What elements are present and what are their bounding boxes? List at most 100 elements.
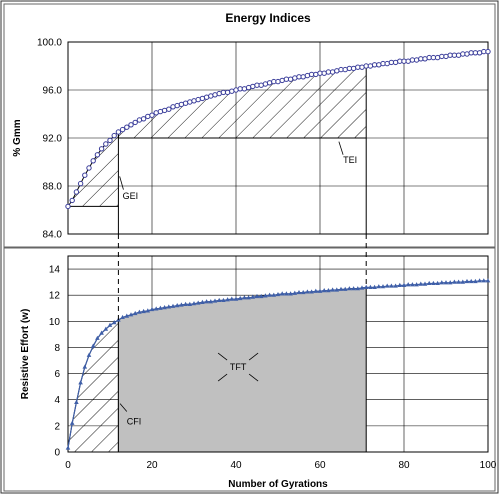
bottom-data-point — [162, 305, 167, 310]
tft-label: TFT — [230, 362, 247, 372]
bottom-data-point — [158, 305, 163, 310]
bottom-data-point — [326, 288, 331, 293]
bottom-data-point — [183, 301, 188, 306]
bottom-data-point — [258, 293, 264, 299]
top-data-point — [69, 197, 75, 204]
x-tick-label: 0 — [65, 460, 71, 471]
cfi-label: CFI — [127, 417, 142, 427]
bottom-data-point — [460, 279, 466, 284]
tft-arrow — [217, 373, 228, 382]
bottom-data-point — [456, 279, 461, 284]
top-y-tick-label: 88.0 — [43, 182, 63, 193]
bottom-data-point — [141, 308, 146, 314]
bottom-data-point — [376, 284, 382, 289]
top-y-tick-label: 96.0 — [43, 86, 63, 97]
bottom-data-point — [263, 293, 268, 298]
bottom-data-point — [296, 289, 302, 295]
bottom-data-point — [384, 283, 390, 288]
bottom-data-point — [464, 278, 470, 284]
gei-label: GEI — [123, 191, 139, 201]
bottom-data-point — [351, 286, 356, 291]
bottom-data-point — [216, 297, 222, 303]
bottom-data-point — [78, 380, 83, 385]
top-data-point — [65, 203, 71, 210]
bottom-data-point — [414, 282, 419, 287]
bottom-data-point — [132, 310, 138, 316]
bottom-y-tick-labels: 0 2 4 6 8 10 12 14 — [49, 265, 61, 459]
bottom-data-point — [317, 288, 323, 293]
cfi-leader — [119, 403, 128, 412]
bottom-data-point — [401, 282, 407, 287]
bottom-data-point — [170, 303, 176, 308]
bottom-data-point — [267, 292, 272, 297]
top-data-point — [73, 189, 80, 195]
bottom-data-point — [443, 280, 449, 285]
top-data-point — [103, 141, 109, 147]
bottom-data-point — [128, 312, 134, 317]
vertical-connector-lines — [117, 138, 367, 321]
bottom-data-point — [208, 299, 214, 304]
bottom-data-point — [124, 313, 130, 318]
x-tick-label: 60 — [314, 460, 326, 471]
bottom-data-point — [111, 320, 117, 325]
bottom-data-point — [300, 289, 306, 295]
bottom-data-point — [330, 287, 335, 292]
bottom-data-point — [191, 301, 197, 306]
bottom-data-point — [242, 295, 247, 300]
bottom-data-point — [221, 297, 226, 303]
bottom-data-point — [254, 293, 260, 299]
bottom-data-point — [447, 280, 453, 285]
bottom-y-tick-label: 4 — [54, 395, 60, 406]
bottom-data-point — [99, 330, 104, 335]
bottom-data-point — [305, 289, 310, 294]
bottom-annotations: CFI TFT — [119, 352, 259, 427]
bottom-data-point — [103, 326, 109, 331]
top-data-point — [149, 112, 155, 118]
bottom-y-tick-label: 10 — [49, 317, 61, 328]
x-axis-label: Number of Gyrations — [228, 479, 328, 490]
bottom-y-tick-label: 12 — [49, 291, 61, 302]
bottom-data-point — [410, 282, 415, 287]
bottom-data-point — [426, 280, 432, 286]
chart-title: Energy Indices — [225, 11, 311, 25]
top-data-point — [140, 116, 147, 122]
top-data-point — [115, 129, 122, 135]
top-plot-area: 84.0 88.0 92.0 96.0 100.0 % Gmm GEI TEI — [12, 38, 491, 241]
bottom-data-point — [195, 300, 201, 305]
bottom-data-point — [166, 304, 172, 309]
top-data-point — [128, 122, 134, 128]
top-data-point — [132, 119, 138, 126]
bottom-data-point — [481, 278, 487, 283]
top-data-point — [94, 152, 101, 158]
bottom-data-point — [485, 278, 491, 283]
bottom-data-point — [74, 399, 79, 404]
bottom-series-points — [65, 278, 491, 450]
bottom-data-point — [342, 286, 348, 291]
bottom-data-point — [149, 306, 155, 312]
bottom-data-point — [271, 292, 277, 297]
bottom-y-tick-label: 8 — [54, 343, 60, 354]
tft-arrow — [248, 373, 259, 382]
bottom-data-point — [435, 280, 440, 286]
top-data-point — [107, 137, 113, 144]
bottom-data-point — [65, 445, 71, 450]
bottom-data-point — [174, 303, 180, 308]
top-y-tick-label: 100.0 — [37, 38, 62, 49]
top-data-point — [119, 126, 126, 133]
bottom-data-point — [107, 322, 113, 327]
bottom-data-point — [145, 308, 151, 313]
bottom-data-point — [69, 420, 75, 425]
bottom-data-point — [229, 296, 235, 301]
bottom-data-point — [359, 285, 365, 290]
bottom-data-point — [233, 296, 239, 301]
bottom-data-point — [200, 299, 205, 304]
x-tick-label: 80 — [398, 460, 410, 471]
gei-leader — [119, 176, 124, 190]
top-data-point — [90, 158, 96, 164]
bottom-data-point — [179, 302, 184, 307]
bottom-data-point — [452, 279, 457, 284]
bottom-y-tick-label: 0 — [54, 448, 60, 459]
top-data-point — [98, 146, 105, 152]
top-series-points — [65, 48, 491, 210]
bottom-data-point — [90, 343, 96, 348]
